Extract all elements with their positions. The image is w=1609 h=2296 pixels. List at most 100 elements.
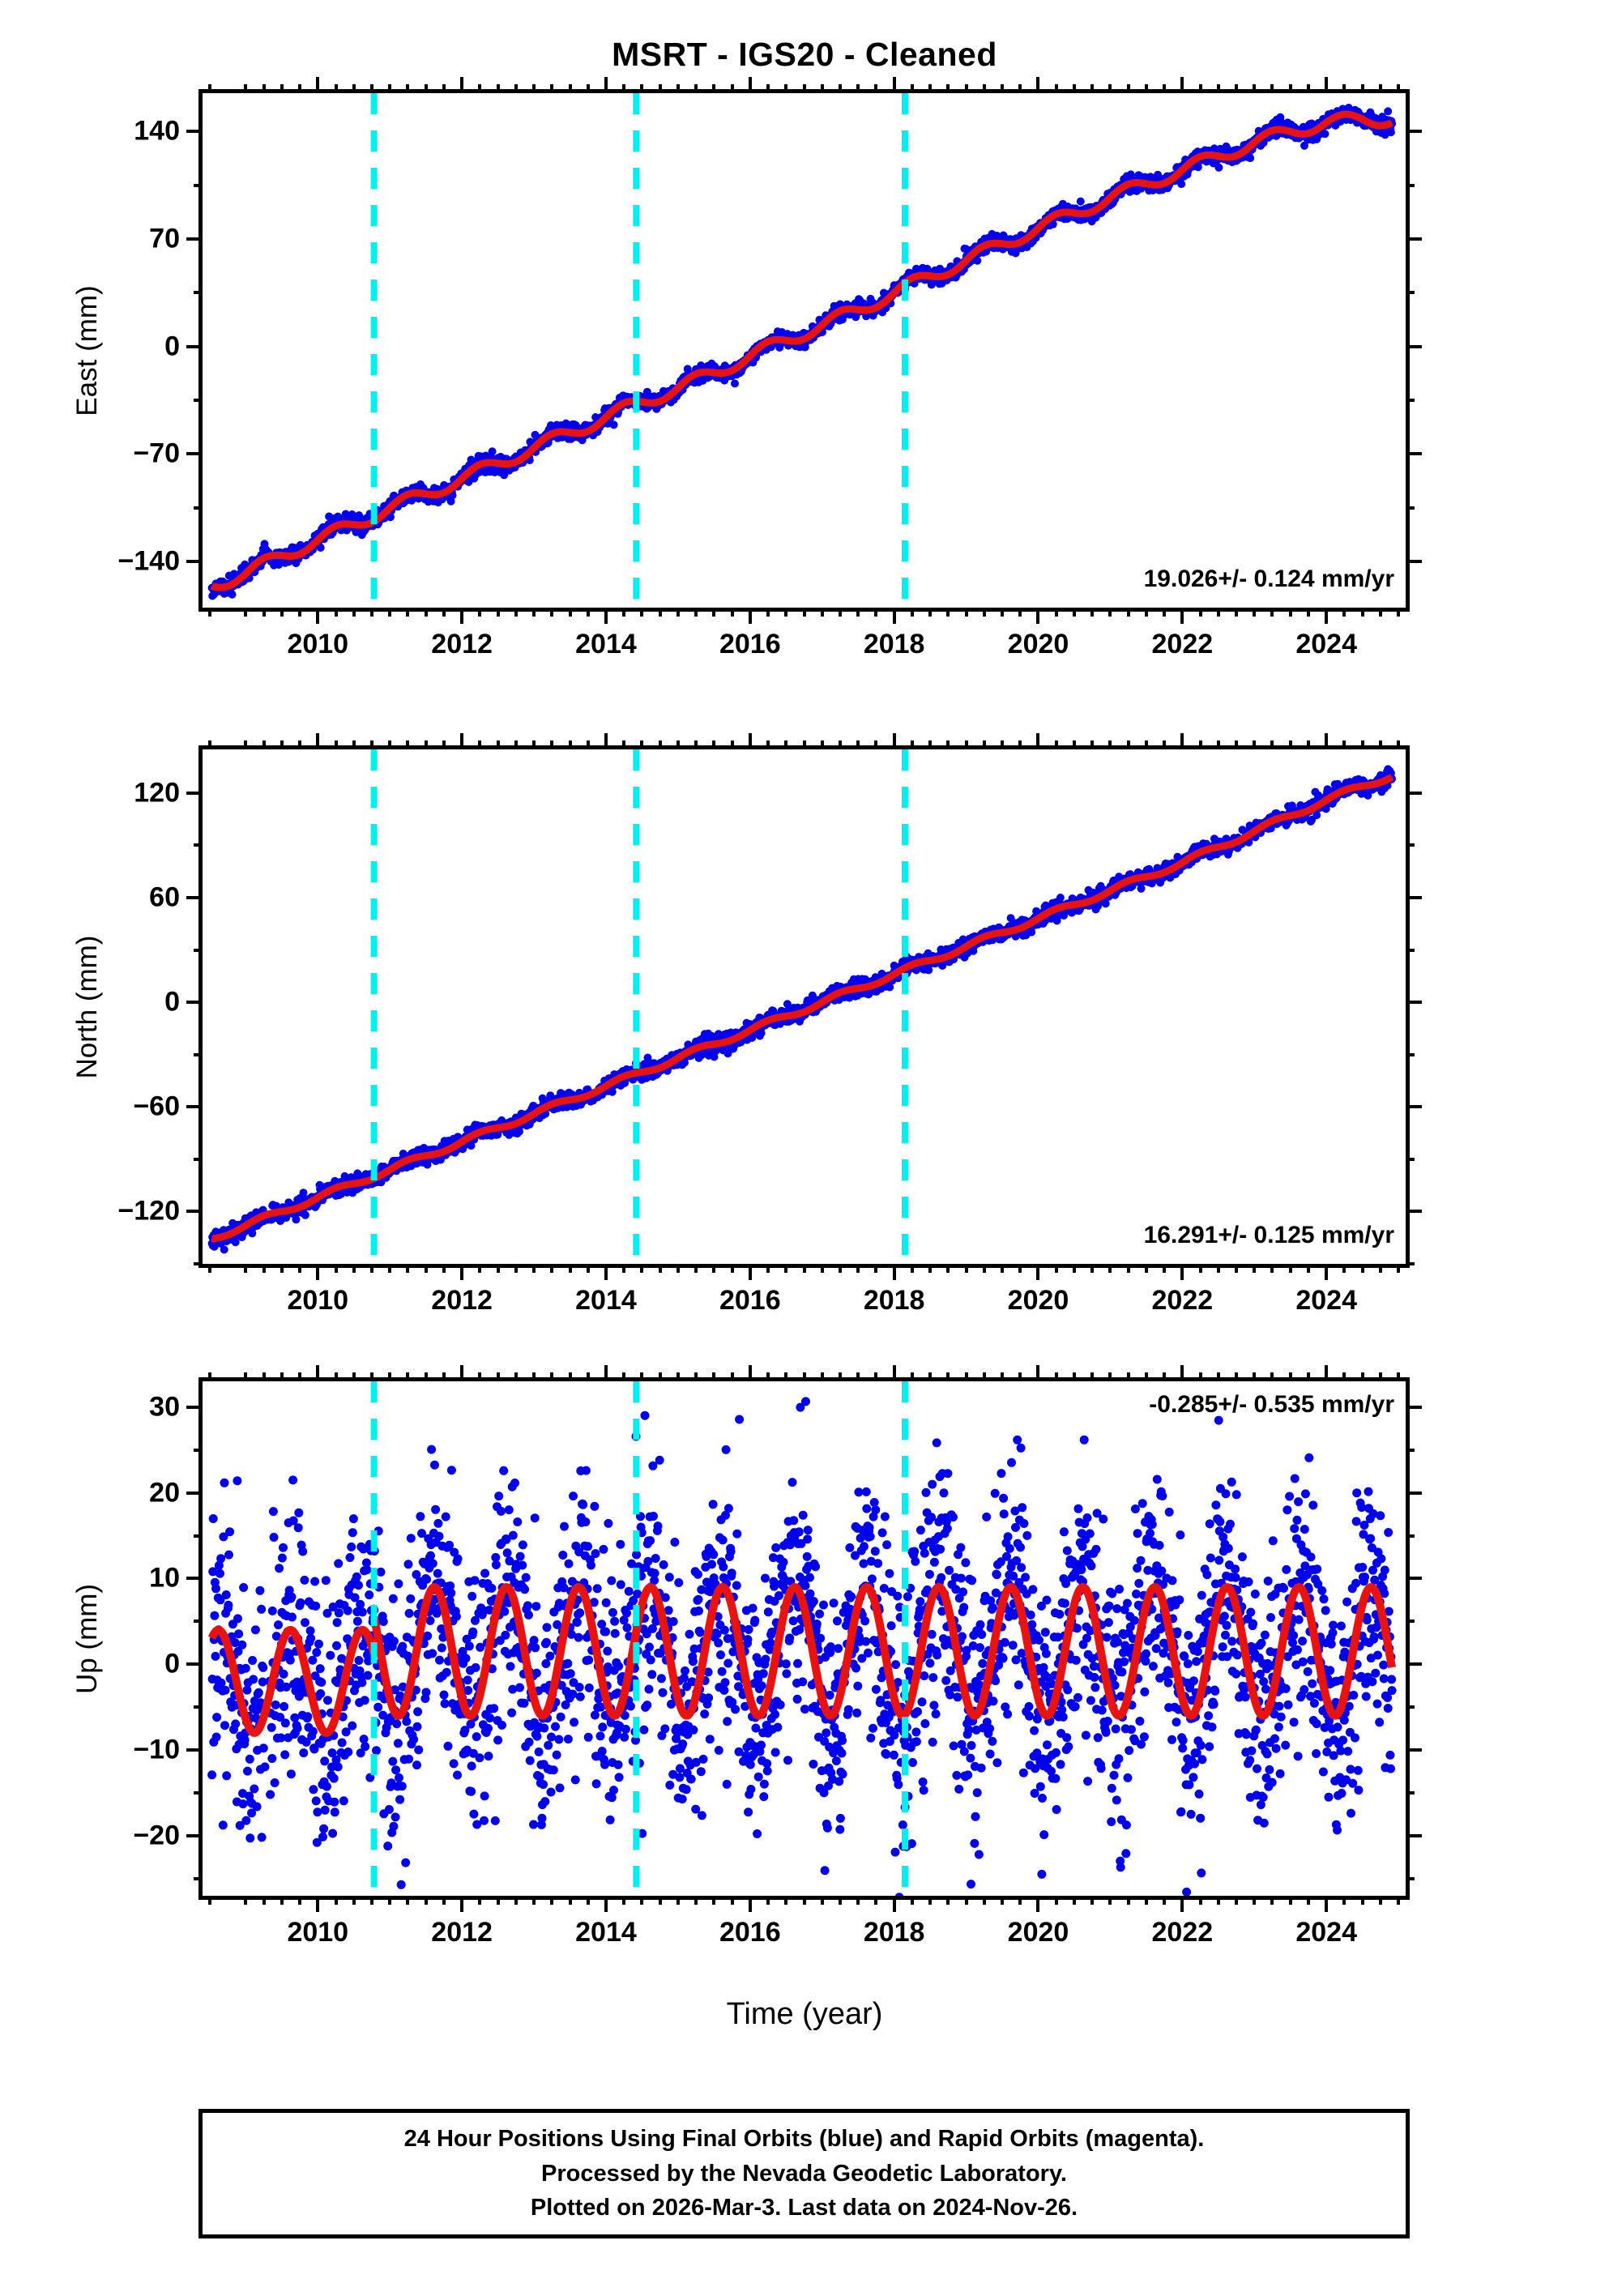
up-x-tick bbox=[478, 1372, 482, 1381]
up-x-tick-minor bbox=[856, 1372, 860, 1381]
north-y-tick bbox=[186, 1105, 203, 1109]
north-x-tick bbox=[1378, 740, 1382, 749]
east-x-tick bbox=[1036, 77, 1040, 93]
up-y-tick-label: 30 bbox=[149, 1391, 180, 1423]
north-x-tick bbox=[460, 1264, 464, 1280]
north-x-tick-label: 2010 bbox=[287, 1285, 349, 1316]
east-x-tick-label: 2014 bbox=[575, 629, 637, 659]
up-x-tick-minor bbox=[352, 1896, 356, 1905]
east-x-tick-minor bbox=[1288, 84, 1292, 93]
east-x-tick-minor bbox=[1144, 84, 1148, 93]
up-y-tick bbox=[186, 1405, 203, 1409]
up-x-tick bbox=[1163, 1896, 1167, 1905]
north-x-tick bbox=[406, 740, 410, 749]
east-x-tick bbox=[874, 84, 878, 93]
up-y-tick bbox=[1406, 1577, 1422, 1581]
up-y-tick bbox=[1406, 1748, 1422, 1752]
up-y-tick bbox=[186, 1577, 203, 1581]
east-x-tick-minor bbox=[1001, 608, 1005, 617]
north-x-tick bbox=[1235, 740, 1239, 749]
east-x-tick bbox=[334, 608, 338, 617]
east-x-tick bbox=[1054, 608, 1058, 617]
east-x-tick bbox=[1253, 608, 1257, 617]
north-x-tick-minor bbox=[784, 1264, 788, 1273]
up-x-tick bbox=[316, 1896, 320, 1912]
east-x-tick bbox=[586, 608, 590, 617]
north-x-tick-minor bbox=[856, 740, 860, 749]
east-x-tick-minor bbox=[496, 84, 500, 93]
up-y-tick bbox=[186, 1491, 203, 1495]
north-x-tick-minor bbox=[207, 740, 211, 749]
up-x-tick bbox=[1270, 1372, 1274, 1381]
north-x-tick bbox=[388, 1264, 392, 1273]
up-x-tick bbox=[1180, 1365, 1184, 1381]
east-x-tick bbox=[604, 608, 608, 624]
north-x-tick bbox=[298, 740, 302, 749]
up-y-tick-label: −10 bbox=[133, 1734, 180, 1765]
north-x-tick bbox=[748, 1264, 752, 1280]
east-x-tick bbox=[1126, 608, 1130, 617]
up-x-tick bbox=[946, 1372, 950, 1381]
up-x-tick-minor bbox=[1360, 1896, 1364, 1905]
north-axes bbox=[198, 745, 1410, 1268]
east-x-tick bbox=[1163, 608, 1167, 617]
north-y-tick-minor bbox=[194, 1052, 203, 1056]
up-x-tick bbox=[1235, 1372, 1239, 1381]
north-x-tick bbox=[262, 740, 266, 749]
x-axis-title: Time (year) bbox=[726, 1997, 883, 2031]
east-x-tick-minor bbox=[712, 608, 716, 617]
east-x-tick bbox=[550, 84, 554, 93]
up-x-tick bbox=[604, 1365, 608, 1381]
north-x-tick-minor bbox=[1360, 740, 1364, 749]
east-y-tick bbox=[1406, 237, 1422, 241]
caption-line-2: Processed by the Nevada Geodetic Laborat… bbox=[541, 2160, 1067, 2187]
up-y-tick bbox=[186, 1748, 203, 1752]
north-x-tick bbox=[964, 1264, 968, 1273]
up-x-tick bbox=[622, 1372, 626, 1381]
north-x-tick-minor bbox=[1288, 740, 1292, 749]
east-x-tick-label: 2022 bbox=[1151, 629, 1214, 659]
north-x-tick bbox=[442, 740, 446, 749]
up-x-tick bbox=[802, 1372, 806, 1381]
east-x-tick bbox=[1198, 84, 1202, 93]
up-y-tick-label: 0 bbox=[164, 1648, 180, 1679]
north-x-tick bbox=[946, 740, 950, 749]
up-x-tick bbox=[532, 1372, 536, 1381]
east-x-tick bbox=[334, 84, 338, 93]
north-x-tick-minor bbox=[1360, 1264, 1364, 1273]
up-x-tick-minor bbox=[207, 1372, 211, 1381]
up-x-tick bbox=[658, 1896, 662, 1905]
east-x-tick bbox=[1378, 608, 1382, 617]
east-x-tick bbox=[478, 608, 482, 617]
east-x-tick bbox=[388, 608, 392, 617]
up-x-tick bbox=[1036, 1365, 1040, 1381]
east-x-tick bbox=[730, 84, 734, 93]
up-x-tick bbox=[1054, 1896, 1058, 1905]
east-x-tick bbox=[1378, 84, 1382, 93]
up-x-tick bbox=[442, 1896, 446, 1905]
east-y-tick-label: −70 bbox=[133, 437, 180, 469]
up-x-tick bbox=[910, 1896, 914, 1905]
north-y-tick bbox=[186, 1001, 203, 1005]
east-rate-annotation: 19.026+/- 0.124 mm/yr bbox=[1143, 565, 1394, 592]
up-x-tick bbox=[1018, 1372, 1022, 1381]
up-x-tick-minor bbox=[1288, 1372, 1292, 1381]
north-x-tick-minor bbox=[1072, 740, 1076, 749]
north-x-tick bbox=[369, 740, 373, 749]
east-y-tick-minor bbox=[1406, 291, 1415, 295]
up-x-tick bbox=[460, 1896, 464, 1912]
north-x-tick bbox=[910, 1264, 914, 1273]
north-x-tick bbox=[820, 1264, 824, 1273]
north-x-tick bbox=[514, 1264, 518, 1273]
east-y-tick-minor bbox=[1406, 506, 1415, 510]
up-x-tick bbox=[388, 1372, 392, 1381]
north-x-tick bbox=[802, 1264, 806, 1273]
east-y-tick-minor bbox=[194, 399, 203, 403]
up-x-tick bbox=[1054, 1372, 1058, 1381]
east-x-tick bbox=[262, 608, 266, 617]
up-x-tick bbox=[892, 1896, 896, 1912]
up-y-tick-minor bbox=[1406, 1448, 1415, 1452]
up-x-tick bbox=[1306, 1896, 1310, 1905]
east-x-tick bbox=[298, 608, 302, 617]
north-x-tick-label: 2022 bbox=[1151, 1285, 1214, 1316]
